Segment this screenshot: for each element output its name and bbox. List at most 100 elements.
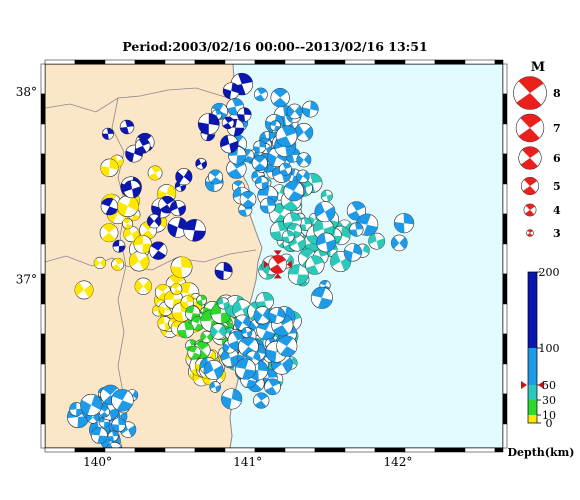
frame-segment bbox=[104, 59, 136, 65]
frame-segment bbox=[254, 59, 286, 65]
frame-segment bbox=[194, 59, 226, 65]
focal-mechanism-symbol bbox=[146, 213, 162, 229]
magnitude-legend-symbols bbox=[513, 76, 547, 237]
frame-segment bbox=[464, 447, 496, 453]
focal-mechanism-symbol bbox=[177, 321, 195, 339]
map-panel bbox=[40, 59, 508, 453]
magnitude-legend-symbol bbox=[526, 229, 534, 237]
focal-mechanism-symbol bbox=[93, 256, 106, 270]
frame-segment bbox=[404, 447, 436, 453]
focal-mechanism-symbol bbox=[74, 280, 94, 300]
focal-mechanism-symbol bbox=[133, 235, 152, 254]
focal-mechanism-symbol bbox=[128, 251, 150, 272]
frame-segment bbox=[40, 393, 46, 425]
longitude-tick-label: 140° bbox=[83, 455, 112, 469]
focal-mechanism-symbol bbox=[196, 294, 208, 306]
focal-mechanism-symbol bbox=[237, 107, 252, 122]
focal-mechanism-symbol bbox=[111, 417, 126, 433]
focal-mechanism-symbol bbox=[214, 262, 233, 281]
focal-mechanism-symbol bbox=[254, 176, 269, 190]
magnitude-legend-symbol bbox=[518, 146, 542, 170]
focal-mechanism-symbol bbox=[147, 165, 163, 181]
focal-mechanism-symbol bbox=[316, 232, 336, 253]
focal-mechanism-symbol bbox=[296, 152, 312, 168]
longitude-axis: 140° 141° 142° bbox=[83, 455, 412, 469]
focal-mechanism-symbol bbox=[207, 169, 223, 185]
focal-mechanism-symbol bbox=[221, 116, 235, 130]
latitude-axis: 38° 37° bbox=[16, 85, 37, 286]
frame-segment bbox=[40, 153, 46, 185]
focal-mechanism-symbol bbox=[100, 158, 119, 178]
focal-mechanism-symbol bbox=[98, 406, 111, 418]
focal-mechanism-symbol bbox=[195, 157, 207, 170]
frame-segment bbox=[104, 447, 136, 453]
focal-mechanism-symbol bbox=[253, 392, 270, 409]
depth-band bbox=[528, 348, 537, 385]
featured-event-marker bbox=[273, 250, 282, 256]
depth-band bbox=[528, 272, 537, 348]
longitude-tick-label: 142° bbox=[383, 455, 412, 469]
frame-segment bbox=[284, 59, 316, 65]
focal-mechanism-symbol bbox=[296, 169, 310, 183]
magnitude-legend-symbol bbox=[520, 177, 539, 196]
frame-segment bbox=[40, 183, 46, 215]
focal-mechanism-symbol bbox=[253, 140, 266, 154]
focal-mechanism-symbol bbox=[80, 393, 103, 417]
depth-tick-label: 100 bbox=[539, 342, 560, 355]
focal-mechanism-symbol bbox=[101, 127, 114, 140]
frame-segment bbox=[502, 153, 508, 185]
magnitude-legend-label: 3 bbox=[553, 227, 561, 240]
focal-mechanism-symbol bbox=[251, 155, 268, 172]
focal-mechanism-symbol bbox=[91, 427, 108, 444]
frame-segment bbox=[494, 447, 504, 453]
frame-segment bbox=[502, 243, 508, 275]
frame-segment bbox=[74, 59, 106, 65]
focal-mechanism-symbol bbox=[275, 125, 298, 148]
focal-mechanism-symbol bbox=[99, 223, 119, 243]
featured-event-marker bbox=[273, 273, 282, 279]
focal-mechanism-symbol bbox=[119, 119, 135, 135]
longitude-tick-label: 141° bbox=[233, 455, 262, 469]
focal-mechanism-symbol bbox=[135, 138, 151, 154]
frame-segment bbox=[40, 423, 46, 449]
magnitude-legend-label: 8 bbox=[553, 87, 561, 100]
magnitude-legend-title: M bbox=[531, 60, 545, 75]
depth-tick-label: 0 bbox=[546, 417, 553, 430]
focal-mechanism-symbol bbox=[187, 345, 202, 360]
focal-mechanism-symbol bbox=[111, 257, 125, 271]
focal-mechanism-symbol bbox=[123, 180, 142, 199]
frame-segment bbox=[40, 213, 46, 245]
featured-event-symbol bbox=[268, 255, 288, 274]
frame-segment bbox=[74, 447, 106, 453]
focal-mechanism-symbol bbox=[234, 358, 257, 380]
focal-mechanism-symbol bbox=[283, 180, 305, 202]
focal-mechanism-symbol bbox=[301, 100, 319, 118]
frame-segment bbox=[40, 333, 46, 365]
focal-mechanism-symbol bbox=[210, 323, 227, 340]
focal-mechanism-symbol bbox=[256, 320, 276, 341]
focal-mechanism-symbol bbox=[320, 189, 333, 202]
magnitude-legend-label: 7 bbox=[553, 122, 561, 135]
frame-segment bbox=[374, 447, 406, 453]
magnitude-legend-label: 4 bbox=[553, 204, 561, 217]
focal-mechanism-symbol bbox=[203, 360, 224, 380]
focal-mechanism-symbol bbox=[286, 103, 303, 120]
depth-scale-title: Depth(km) bbox=[508, 446, 575, 459]
depth-band bbox=[528, 400, 537, 415]
frame-segment bbox=[502, 123, 508, 155]
focal-mechanism-symbol bbox=[220, 134, 239, 154]
frame-segment bbox=[40, 363, 46, 395]
focal-mechanism-symbol bbox=[180, 295, 195, 309]
frame-segment bbox=[194, 447, 226, 453]
frame-segment bbox=[502, 363, 508, 395]
focal-mechanism-symbol bbox=[355, 213, 379, 236]
depth-tick-label: 30 bbox=[542, 394, 556, 407]
depth-tick-label: 200 bbox=[539, 266, 560, 279]
map-frame-ticks bbox=[40, 59, 508, 453]
frame-segment bbox=[40, 123, 46, 155]
frame-segment bbox=[44, 59, 76, 65]
frame-segment bbox=[314, 447, 346, 453]
frame-segment bbox=[502, 63, 508, 95]
focal-mechanism-symbol bbox=[276, 335, 298, 357]
